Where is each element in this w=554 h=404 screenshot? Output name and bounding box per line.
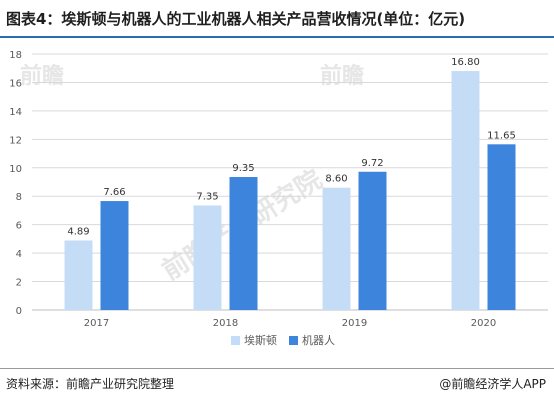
- credit-note: @前瞻经济学人APP: [439, 377, 546, 391]
- data-label: 7.66: [103, 187, 125, 198]
- legend-label: 埃斯顿: [244, 333, 277, 347]
- y-tick-label: 12: [9, 135, 22, 146]
- bar-埃斯顿-2018: [193, 205, 222, 310]
- bar-埃斯顿-2019: [322, 187, 351, 310]
- y-tick-label: 6: [16, 221, 22, 232]
- title-underline: [0, 36, 554, 38]
- data-label: 9.72: [361, 158, 383, 169]
- data-label: 9.35: [232, 163, 254, 174]
- source-note: 资料来源：前瞻产业研究院整理: [6, 377, 175, 391]
- bar-机器人-2020: [487, 144, 516, 310]
- bar-chart: 0 2 4 6 8 10 12 14 16 18 4.89 7.66 2017 7.35 9.35 2018 8…: [9, 50, 548, 347]
- y-tick-label: 2: [16, 278, 22, 289]
- y-tick-label: 18: [9, 50, 22, 61]
- y-tick-label: 16: [9, 78, 22, 89]
- x-tick-label: 2020: [471, 318, 496, 329]
- bar-机器人-2018: [229, 177, 258, 310]
- legend-label: 机器人: [302, 333, 335, 347]
- y-tick-label: 0: [16, 306, 22, 317]
- legend-swatch: [289, 336, 298, 345]
- bar-机器人-2019: [358, 171, 387, 310]
- footer-divider: [0, 368, 554, 369]
- data-label: 11.65: [487, 130, 516, 141]
- bar-埃斯顿-2017: [64, 240, 93, 310]
- x-tick-label: 2017: [84, 318, 109, 329]
- data-label: 8.60: [325, 174, 347, 185]
- bar-埃斯顿-2020: [451, 71, 480, 310]
- data-label: 7.35: [196, 191, 218, 202]
- data-label: 16.80: [451, 57, 480, 68]
- y-tick-label: 8: [16, 192, 22, 203]
- x-tick-label: 2018: [213, 318, 238, 329]
- y-tick-label: 4: [16, 249, 22, 260]
- chart-title: 图表4：埃斯顿与机器人的工业机器人相关产品营收情况(单位：亿元): [6, 10, 466, 28]
- x-tick-label: 2019: [342, 318, 367, 329]
- y-tick-label: 10: [9, 164, 22, 175]
- chart-area: 0 2 4 6 8 10 12 14 16 18 4.89 7.66 2017 7.35 9.35 2018 8…: [0, 40, 554, 364]
- data-label: 4.89: [67, 226, 89, 237]
- bar-机器人-2017: [100, 201, 129, 310]
- y-tick-label: 14: [9, 107, 22, 118]
- legend-swatch: [231, 336, 240, 345]
